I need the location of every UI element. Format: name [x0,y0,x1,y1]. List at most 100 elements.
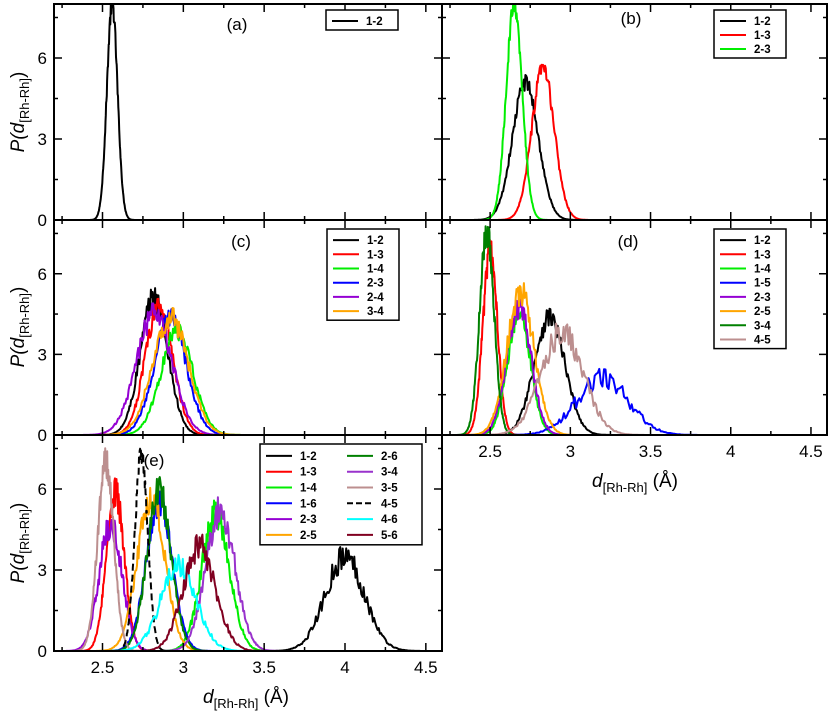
legend-label-e-1-3: 1-3 [300,467,317,479]
legend-d: 1-2 1-3 1-4 1-5 2-3 2-5 3-4 4-5 [713,228,787,350]
legend-label-e-4-5: 4-5 [381,498,398,510]
legend-box-c [326,228,400,321]
legend-label-c-1-4: 1-4 [367,264,384,276]
legend-label-c-2-4: 2-4 [367,292,384,304]
y-tick-label-c: 0 [38,426,47,445]
axis-titles: P(d[Rh-Rh]) P(d[Rh-Rh]) P(d[Rh-Rh]) d[Rh… [8,72,678,711]
x-axis-title-e: d[Rh-Rh] (Å) [203,687,289,711]
legend-label-e-2-5: 2-5 [300,530,317,542]
x-tick-label-e: 3 [179,658,188,677]
x-tick-label-e: 3.5 [252,658,276,677]
x-tick-label-e: 2.5 [91,658,115,677]
svg-text:P(d[Rh-Rh]): P(d[Rh-Rh]) [8,287,32,368]
plot-frame-e [53,434,443,652]
series-line-b-1-3 [495,63,591,220]
series-line-e-2-3 [62,518,159,651]
series-line-d-2-5 [463,282,579,435]
legend-label-e-5-6: 5-6 [381,530,398,542]
x-tick-label-d: 2.5 [478,442,502,461]
series-line-e-2-6 [107,476,211,651]
series-group-b [471,4,591,220]
x-tick-label-e: 4.5 [414,658,438,677]
svg-text:P(d[Rh-Rh]): P(d[Rh-Rh]) [8,72,32,153]
x-tick-label-e: 4 [340,658,349,677]
series-line-e-2-5 [93,486,209,651]
y-tick-label-e: 3 [38,561,47,580]
legend-label-d-1-3: 1-3 [754,249,771,261]
legend-e: 1-2 1-3 1-4 1-6 2-3 2-5 2-6 3-4 3-5 4-5 4-6 5-6 [259,443,423,546]
series-line-a-1-2 [89,4,136,220]
legend-label-c-2-3: 2-3 [367,278,384,290]
series-group-d [456,225,711,435]
y-axis-title-a: P(d[Rh-Rh]) [8,72,32,153]
legend-label-b-2-3: 2-3 [754,44,771,56]
legend-label-e-3-5: 3-5 [381,483,398,495]
panel-e: 2.5 3 3.5 4 4.5 0 3 6 (e) 1-2 1-3 1-4 1-6 2-3 2-5 2-6 3-… [38,434,443,677]
legend-box-e [259,443,423,546]
plot-frame-d [441,219,828,436]
legend-label-c-1-3: 1-3 [367,249,384,261]
y-tick-label-a: 6 [38,49,47,68]
panel-d: 2.5 3 3.5 4 4.5 (d) 1-2 1-3 1-4 1-5 2-3 2-5 3-4 4-5 [441,219,828,461]
x-tick-label-d: 4 [726,442,735,461]
y-tick-label-c: 3 [38,345,47,364]
panel-label-e: (e) [144,451,165,470]
legend-label-b-1-2: 1-2 [754,16,771,28]
legend-a: 1-2 [325,9,399,31]
series-line-b-2-3 [480,4,549,220]
x-tick-label-d: 3 [566,442,575,461]
series-group-c [79,287,246,435]
legend-label-d-2-3: 2-3 [754,292,771,304]
legend-label-e-1-4: 1-4 [300,483,317,495]
legend-box-a [325,9,399,31]
legend-label-d-4-5: 4-5 [754,335,771,347]
series-line-e-3-4 [159,496,282,651]
legend-label-d-1-4: 1-4 [754,264,771,276]
panel-label-a: (a) [227,15,248,34]
y-tick-label-a: 3 [38,130,47,149]
series-line-e-1-2 [263,546,427,651]
series-line-e-4-5 [113,447,170,651]
series-line-c-2-4 [79,302,229,435]
legend-label-c-1-2: 1-2 [367,235,384,247]
y-tick-label-c: 6 [38,265,47,284]
legend-box-d [713,228,787,350]
panel-a: 0 3 6 (a) 1-2 [38,3,443,230]
series-line-d-1-5 [494,367,711,435]
legend-label-b-1-3: 1-3 [754,30,771,42]
y-tick-label-a: 0 [38,211,47,230]
legend-label-e-3-4: 3-4 [381,467,398,479]
x-axis-title-d: d[Rh-Rh] (Å) [592,471,678,495]
series-line-e-4-6 [103,553,254,651]
panel-label-b: (b) [621,9,642,28]
plot-frame-a [53,3,443,221]
panel-label-c: (c) [231,232,251,251]
series-group-a [89,4,136,220]
x-tick-label-d: 4.5 [799,442,823,461]
series-line-e-3-5 [71,447,141,651]
legend-b: 1-2 1-3 2-3 [713,9,787,59]
legend-label-e-4-6: 4-6 [381,514,398,526]
legend-c: 1-2 1-3 1-4 2-3 2-4 3-4 [326,228,400,321]
panel-label-d: (d) [618,232,639,251]
series-line-d-4-5 [474,322,650,435]
y-tick-label-e: 6 [38,480,47,499]
x-tick-label-d: 3.5 [639,442,663,461]
panel-b: (b) 1-2 1-3 2-3 [441,3,828,221]
series-line-e-5-6 [131,533,268,651]
panel-c: 0 3 6 (c) 1-2 1-3 1-4 2-3 2-4 3-4 [38,219,443,445]
series-line-c-1-2 [96,287,213,435]
legend-label-c-3-4: 3-4 [367,306,384,318]
legend-label-e-1-6: 1-6 [300,498,317,510]
legend-label-d-3-4: 3-4 [754,320,771,332]
legend-label-e-2-3: 2-3 [300,514,317,526]
legend-label-e-1-2: 1-2 [300,451,317,463]
series-line-c-3-4 [95,307,246,435]
legend-label-e-2-6: 2-6 [381,451,398,463]
series-line-d-3-4 [456,225,518,435]
y-tick-label-e: 0 [38,642,47,661]
series-group-e [62,447,427,651]
legend-label-d-2-5: 2-5 [754,306,771,318]
svg-text:P(d[Rh-Rh]): P(d[Rh-Rh]) [8,503,32,584]
